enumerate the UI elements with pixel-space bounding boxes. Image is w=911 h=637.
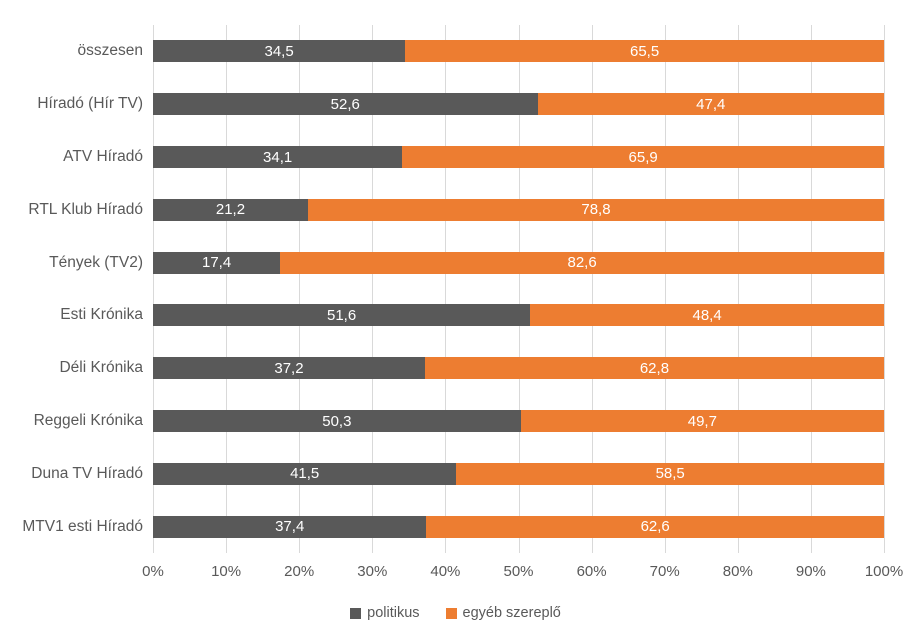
gridline (372, 25, 374, 553)
gridline (299, 25, 301, 553)
category-label: Reggeli Krónika (33, 411, 143, 429)
bar-row: 17,4 82,6 (153, 251, 884, 274)
x-tick-label: 20% (284, 563, 315, 580)
data-label: 50,3 (322, 412, 352, 430)
legend-swatch-icon (445, 607, 457, 619)
legend-label: egyéb szereplő (462, 605, 561, 621)
category-label: Duna TV Híradó (31, 464, 143, 482)
legend-label: politikus (367, 605, 420, 621)
data-label: 21,2 (215, 201, 246, 219)
bar-segment-egyeb: 78,8 (307, 198, 884, 221)
bar-segment-politikus: 34,1 (153, 146, 403, 168)
x-tick-label: 0% (142, 563, 164, 580)
x-tick-label: 10% (211, 563, 242, 580)
gridline (518, 25, 520, 553)
category-label: Esti Krónika (60, 306, 143, 324)
plot-area: 34,5 65,5 52,6 47,4 34,1 65,9 21,2 78,8 17,4 82,6… (153, 25, 885, 553)
x-tick-label: 80% (722, 563, 753, 580)
value-axis: 0% 10% 20% 30% 40% 50% 60% 70% 80% 90% 100% (142, 563, 903, 583)
gridline (737, 25, 739, 553)
bar-segment-politikus: 37,4 (153, 515, 427, 538)
data-label: 62,8 (639, 359, 670, 377)
gridline (153, 25, 154, 553)
bar-segment-egyeb: 48,4 (530, 304, 884, 327)
x-tick-label: 40% (430, 563, 461, 580)
data-label: 62,6 (640, 518, 670, 536)
legend: politikus egyéb szereplő (0, 606, 911, 621)
data-label: 65,5 (629, 42, 660, 60)
bar-segment-egyeb: 47,4 (537, 93, 884, 116)
bar-row: 37,2 62,8 (153, 357, 884, 380)
gridline (591, 25, 593, 553)
data-label: 47,4 (696, 95, 726, 113)
data-label: 17,4 (201, 254, 232, 272)
bar-segment-politikus: 50,3 (153, 410, 521, 432)
data-label: 65,9 (628, 148, 658, 166)
bar-segment-egyeb: 58,5 (456, 462, 884, 485)
bar-segment-politikus: 51,6 (153, 304, 531, 327)
gridline (810, 25, 812, 553)
bar-segment-egyeb: 65,5 (405, 40, 884, 63)
data-label: 78,8 (581, 201, 611, 219)
bar-segment-politikus: 17,4 (153, 251, 281, 274)
bar-row: 51,6 48,4 (153, 304, 884, 327)
x-tick-label: 70% (649, 563, 680, 580)
gridline (445, 25, 447, 553)
bar-row: 34,5 65,5 (153, 40, 884, 63)
bar-row: 37,4 62,6 (153, 515, 884, 538)
bar-row: 21,2 78,8 (153, 198, 884, 221)
data-label: 34,1 (263, 148, 293, 166)
bar-segment-egyeb: 62,8 (424, 357, 884, 380)
bar-segment-politikus: 21,2 (153, 198, 308, 221)
gridline (664, 25, 666, 553)
category-label: RTL Klub Híradó (28, 200, 143, 218)
category-label: MTV1 esti Híradó (22, 517, 143, 535)
bar-segment-politikus: 41,5 (153, 462, 457, 485)
data-label: 37,2 (274, 359, 304, 377)
x-tick-label: 50% (503, 563, 534, 580)
x-tick-label: 90% (795, 563, 826, 580)
bar-row: 34,1 65,9 (153, 146, 884, 168)
bar-segment-egyeb: 49,7 (520, 410, 884, 432)
bar-row: 41,5 58,5 (153, 462, 884, 485)
data-label: 51,6 (326, 306, 357, 324)
legend-swatch-icon (350, 607, 362, 619)
legend-item: egyéb szereplő (445, 605, 561, 621)
data-label: 58,5 (655, 465, 685, 483)
legend-item: politikus (350, 605, 420, 621)
category-label: Déli Krónika (59, 359, 143, 377)
category-label: Tények (TV2) (49, 253, 143, 271)
data-label: 52,6 (330, 95, 360, 113)
x-tick-label: 30% (357, 563, 388, 580)
bar-segment-politikus: 34,5 (153, 40, 406, 63)
x-tick-label: 100% (864, 563, 904, 580)
gridline (226, 25, 228, 553)
bar-segment-egyeb: 82,6 (280, 251, 884, 274)
category-label: Híradó (Hír TV) (37, 95, 143, 113)
category-label: összesen (77, 42, 143, 60)
bar-row: 52,6 47,4 (153, 93, 884, 116)
bar-segment-politikus: 52,6 (153, 93, 538, 116)
gridline (884, 25, 885, 553)
bar-segment-politikus: 37,2 (153, 357, 425, 380)
category-label: ATV Híradó (63, 147, 143, 165)
x-tick-label: 60% (576, 563, 607, 580)
data-label: 37,4 (275, 518, 305, 536)
data-label: 41,5 (290, 465, 320, 483)
bar-row: 50,3 49,7 (153, 410, 884, 432)
data-label: 49,7 (687, 412, 717, 430)
data-label: 48,4 (692, 306, 722, 324)
data-label: 34,5 (264, 42, 294, 60)
data-label: 82,6 (567, 254, 597, 272)
bar-segment-egyeb: 62,6 (426, 515, 884, 538)
bar-segment-egyeb: 65,9 (402, 146, 884, 168)
